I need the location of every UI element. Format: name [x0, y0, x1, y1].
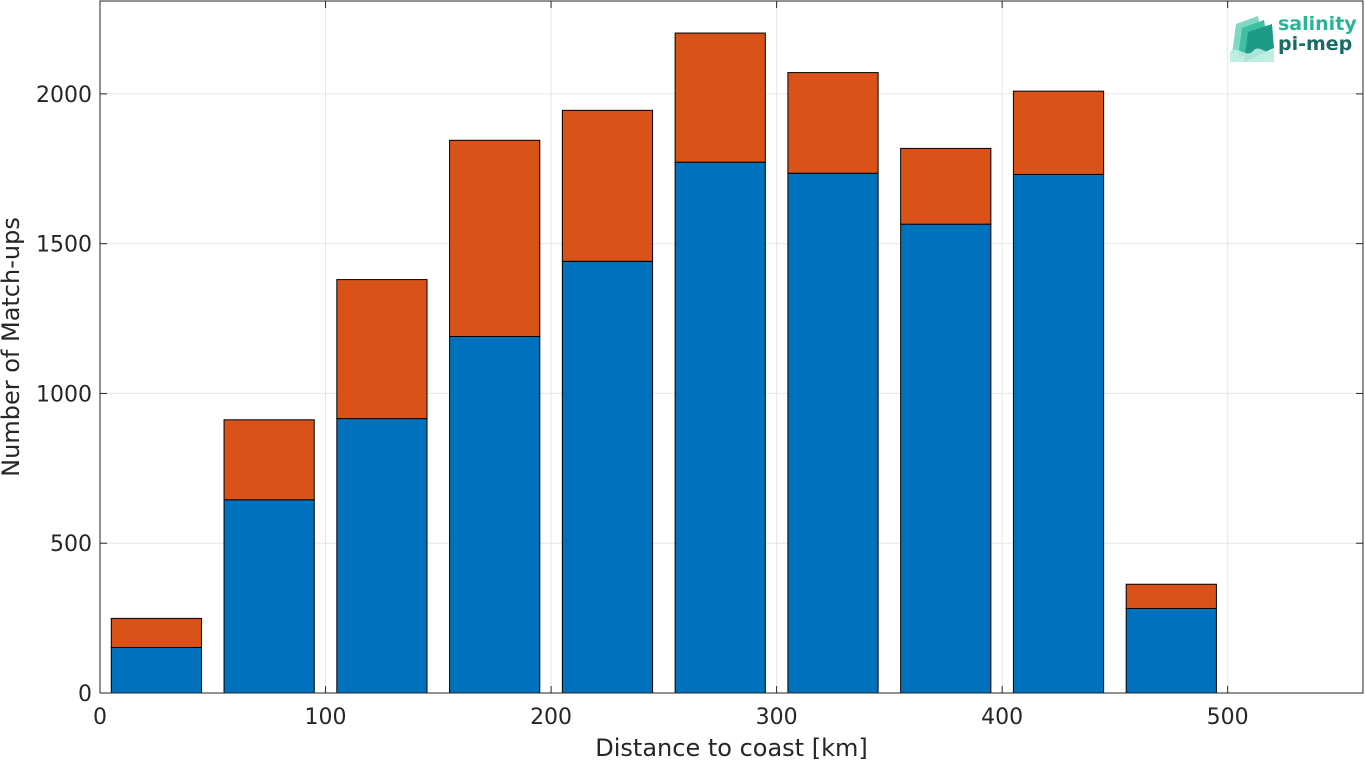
bar-series-2-x-325	[787, 72, 879, 174]
bar-series-1-x-175	[449, 336, 541, 694]
bar-series-1-x-425	[1012, 173, 1105, 694]
logo-text-pimep: pi-mep	[1278, 33, 1353, 55]
bar-series	[110, 32, 1217, 694]
bar-series-2-x-175	[449, 139, 541, 338]
x-tick-label: 100	[305, 705, 347, 730]
bar-series-1-x-125	[336, 418, 428, 694]
x-tick-label: 300	[756, 705, 798, 730]
bar-series-1-x-275	[674, 161, 766, 694]
bar-series-2-x-225	[561, 109, 654, 262]
x-axis-label: Distance to coast [km]	[595, 734, 867, 761]
bar-series-2-x-25	[110, 617, 202, 648]
x-tick-label: 400	[981, 705, 1023, 730]
x-tick-label: 200	[530, 705, 572, 730]
bar-series-1-x-225	[561, 260, 654, 694]
y-tick-label: 1500	[36, 233, 92, 258]
salinity-pimep-logo: salinity pi-mep	[1228, 13, 1357, 64]
logo-text-salinity: salinity	[1278, 13, 1357, 35]
waves-logo-icon	[1230, 16, 1274, 62]
bar-series-2-x-425	[1012, 90, 1105, 175]
axis-ticks: 0 100 200 300 400 500 0 500 1000 1500 2000	[36, 1, 1363, 730]
bar-series-2-x-125	[336, 279, 428, 420]
y-tick-label: 0	[78, 682, 92, 707]
bar-series-1-x-475	[1125, 608, 1217, 694]
x-tick-label: 500	[1207, 705, 1249, 730]
bar-series-2-x-75	[223, 419, 315, 501]
bar-series-1-x-325	[787, 172, 879, 694]
bar-series-2-x-375	[900, 147, 992, 225]
bar-series-1-x-375	[900, 223, 992, 694]
y-tick-label: 2000	[36, 83, 92, 108]
y-tick-label: 1000	[36, 382, 92, 407]
bar-series-1-x-75	[223, 499, 315, 694]
y-axis-label: Number of Match-ups	[0, 217, 25, 477]
bar-series-2-x-275	[674, 32, 766, 163]
bar-series-1-x-25	[110, 646, 202, 694]
axes-box	[99, 0, 1364, 694]
bar-series-2-x-475	[1125, 583, 1217, 610]
x-tick-label: 0	[93, 705, 107, 730]
y-tick-label: 500	[50, 532, 92, 557]
